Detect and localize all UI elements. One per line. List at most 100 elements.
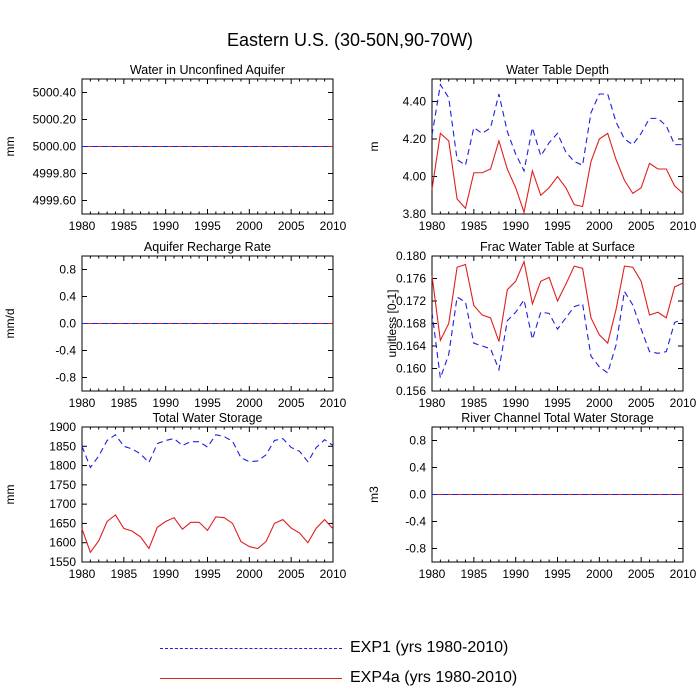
panel-1-xtick-label: 1985 bbox=[110, 219, 137, 233]
panel-6-xtick-label: 1980 bbox=[419, 567, 446, 581]
panel-3-xtick-label: 1980 bbox=[69, 396, 96, 410]
panel-2-series-exp4a bbox=[431, 132, 684, 215]
panel-5-xtick-label: 1980 bbox=[69, 567, 96, 581]
panel-1-xtick-label: 1995 bbox=[194, 219, 221, 233]
legend-label-exp1: EXP1 (yrs 1980-2010) bbox=[350, 639, 509, 656]
panel-2-xtick-label: 2005 bbox=[628, 219, 655, 233]
legend-entry-exp1: EXP1 (yrs 1980-2010) bbox=[160, 636, 580, 660]
panel-5-ytick-label: 1800 bbox=[49, 459, 76, 473]
panel-1-xtick-label: 1980 bbox=[69, 219, 96, 233]
panel-4-ytick-label: 0.176 bbox=[396, 272, 426, 286]
panel-6-xtick-label: 1985 bbox=[460, 567, 487, 581]
panel-3-ytick-label: -0.8 bbox=[55, 371, 76, 385]
panel-2-frame bbox=[431, 78, 684, 215]
panel-3-title: Aquifer Recharge Rate bbox=[144, 240, 271, 254]
panel-3-ytick-label: 0.4 bbox=[59, 290, 76, 304]
panel-5-xtick-label: 1995 bbox=[194, 567, 221, 581]
panel-2-series-exp1 bbox=[431, 83, 683, 173]
panel-5-ytick-label: 1700 bbox=[49, 497, 76, 511]
panel-3-ytick-label: 0.8 bbox=[59, 263, 76, 277]
panel-5-ytick-label: 1600 bbox=[49, 536, 76, 550]
panel-5-ytick-label: 1550 bbox=[49, 555, 76, 569]
panel-4-xtick-label: 2005 bbox=[628, 396, 655, 410]
panel-4-ytick-label: 0.164 bbox=[396, 339, 426, 353]
panel-5-xtick-label: 1985 bbox=[110, 567, 137, 581]
panel-6-ylabel: m3 bbox=[367, 486, 381, 503]
panel-5-ytick-label: 1650 bbox=[49, 516, 76, 530]
panel-1-ytick-label: 4999.80 bbox=[33, 167, 77, 181]
panel-3-xtick-label: 1985 bbox=[110, 396, 137, 410]
panel-1-ytick-label: 5000.20 bbox=[33, 113, 77, 127]
panel-6-xtick-label: 1995 bbox=[544, 567, 571, 581]
legend-swatch-exp4a bbox=[160, 678, 342, 679]
panel-1-ylabel: mm bbox=[3, 137, 17, 157]
panel-3-ytick-label: -0.4 bbox=[55, 344, 76, 358]
panel-5-ytick-label: 1750 bbox=[49, 478, 76, 492]
charts-svg: Water in Unconfined Aquifer 1980 1985 1990 1… bbox=[3, 63, 697, 581]
panel-3-xtick-label: 2005 bbox=[278, 396, 305, 410]
panel-4-xtick-label: 2010 bbox=[670, 396, 697, 410]
panel-1-xtick-label: 2000 bbox=[236, 219, 263, 233]
panel-4-series-exp4a bbox=[431, 259, 684, 345]
panel-5-ylabel: mm bbox=[3, 485, 17, 505]
panel-4-xtick-label: 1980 bbox=[419, 396, 446, 410]
panel-2-ytick-label: 4.20 bbox=[403, 132, 427, 146]
panel-5-series-exp1 bbox=[81, 433, 334, 469]
panel-1-title: Water in Unconfined Aquifer bbox=[130, 63, 285, 77]
page-title: Eastern U.S. (30-50N,90-70W) bbox=[226, 30, 474, 50]
panel-4-ylabel: unitless [0-1] bbox=[385, 289, 399, 357]
panel-2-ytick-label: 3.80 bbox=[403, 207, 427, 221]
panel-4-ytick-label: 0.172 bbox=[396, 294, 426, 308]
panel-5-xtick-label: 2005 bbox=[278, 567, 305, 581]
legend-swatch-exp1 bbox=[160, 648, 342, 649]
panel-5-ytick-label: 1900 bbox=[49, 420, 76, 434]
panel-1-xtick-label: 2010 bbox=[320, 219, 347, 233]
panel-5-xtick-label: 2010 bbox=[320, 567, 347, 581]
panel-4-xtick-label: 1990 bbox=[502, 396, 529, 410]
panel-4-ytick-label: 0.160 bbox=[396, 362, 426, 376]
panel-1-xtick-label: 1990 bbox=[152, 219, 179, 233]
panel-4-xtick-label: 2000 bbox=[586, 396, 613, 410]
panel-2-xtick-label: 2000 bbox=[586, 219, 613, 233]
panel-5-xtick-label: 1990 bbox=[152, 567, 179, 581]
panel-4-ytick-label: 0.180 bbox=[396, 249, 426, 263]
panel-2-xtick-label: 1995 bbox=[544, 219, 571, 233]
panel-6-title: River Channel Total Water Storage bbox=[461, 411, 654, 425]
panel-2-xtick-label: 1990 bbox=[502, 219, 529, 233]
panel-1-xtick-label: 2005 bbox=[278, 219, 305, 233]
panel-6-xtick-label: 2005 bbox=[628, 567, 655, 581]
panel-2-title: Water Table Depth bbox=[506, 63, 609, 77]
panel-3-xtick-label: 2000 bbox=[236, 396, 263, 410]
legend-label-exp4a: EXP4a (yrs 1980-2010) bbox=[350, 669, 518, 686]
panel-3-xtick-label: 2010 bbox=[320, 396, 347, 410]
panel-6-ytick-label: 0.0 bbox=[409, 488, 426, 502]
panel-4-xtick-label: 1995 bbox=[544, 396, 571, 410]
panel-2-xtick-label: 2010 bbox=[670, 219, 697, 233]
panel-1-ytick-label: 5000.40 bbox=[33, 86, 77, 100]
panel-2-ytick-label: 4.00 bbox=[403, 170, 427, 184]
panel-6-ytick-label: 0.4 bbox=[409, 461, 426, 475]
panel-5-title: Total Water Storage bbox=[152, 411, 262, 425]
panel-5-ytick-label: 1850 bbox=[49, 439, 76, 453]
panel-3-ylabel: mm/d bbox=[3, 309, 17, 339]
panel-2-ylabel: m bbox=[367, 142, 381, 152]
panel-2-ytick-label: 4.40 bbox=[403, 95, 427, 109]
panel-3-xtick-label: 1990 bbox=[152, 396, 179, 410]
panel-4-ytick-label: 0.168 bbox=[396, 317, 426, 331]
panel-5-frame bbox=[81, 426, 334, 563]
panel-5-xtick-label: 2000 bbox=[236, 567, 263, 581]
panel-4-xtick-label: 1985 bbox=[460, 396, 487, 410]
legend-entry-exp4a: EXP4a (yrs 1980-2010) bbox=[160, 666, 580, 690]
panel-6-xtick-label: 2010 bbox=[670, 567, 697, 581]
panel-2-xtick-label: 1980 bbox=[419, 219, 446, 233]
panel-6-ytick-label: -0.8 bbox=[405, 542, 426, 556]
panel-6-xtick-label: 2000 bbox=[586, 567, 613, 581]
panel-4-title: Frac Water Table at Surface bbox=[480, 240, 635, 254]
panel-6-ytick-label: 0.8 bbox=[409, 434, 426, 448]
legend: EXP1 (yrs 1980-2010) EXP4a (yrs 1980-201… bbox=[160, 636, 580, 696]
panel-3-ytick-label: 0.0 bbox=[59, 317, 76, 331]
panel-1-ytick-label: 5000.00 bbox=[33, 140, 77, 154]
panel-2-xtick-label: 1985 bbox=[460, 219, 487, 233]
panel-6-ytick-label: -0.4 bbox=[405, 515, 426, 529]
panel-5-series-exp4a bbox=[81, 514, 334, 554]
